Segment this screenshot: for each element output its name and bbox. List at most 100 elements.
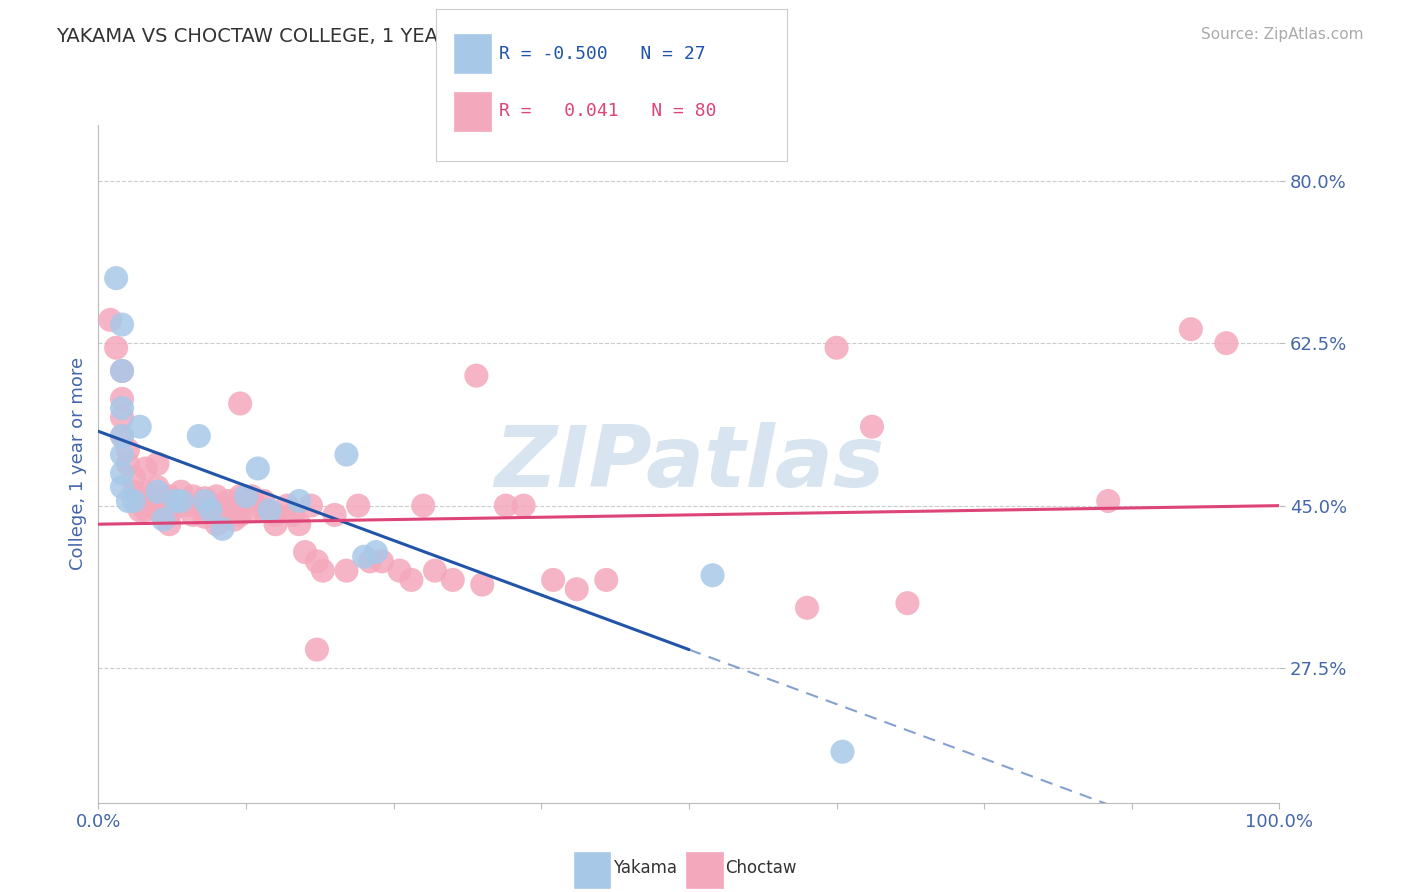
- Point: [423, 564, 446, 578]
- Point: [111, 410, 134, 425]
- Point: [353, 549, 375, 564]
- Point: [211, 522, 233, 536]
- Point: [240, 503, 263, 517]
- Point: [194, 491, 217, 506]
- Point: [224, 512, 246, 526]
- Text: Choctaw: Choctaw: [725, 859, 797, 877]
- Point: [135, 503, 157, 517]
- Point: [105, 271, 128, 285]
- Point: [181, 508, 204, 522]
- Point: [288, 494, 311, 508]
- Text: Yakama: Yakama: [613, 859, 678, 877]
- Point: [194, 494, 217, 508]
- Point: [200, 503, 222, 517]
- Point: [111, 448, 134, 462]
- Point: [441, 573, 464, 587]
- Point: [146, 484, 169, 499]
- Point: [111, 429, 134, 443]
- Point: [253, 503, 276, 517]
- Point: [541, 573, 564, 587]
- Point: [388, 564, 411, 578]
- Point: [471, 577, 494, 591]
- Point: [288, 517, 311, 532]
- Point: [170, 484, 193, 499]
- Point: [170, 499, 193, 513]
- Point: [205, 499, 228, 513]
- Point: [117, 457, 139, 471]
- Point: [194, 509, 217, 524]
- Point: [702, 568, 724, 582]
- Point: [157, 517, 180, 532]
- Point: [831, 745, 853, 759]
- Point: [896, 596, 918, 610]
- Point: [181, 489, 204, 503]
- Point: [146, 503, 169, 517]
- Text: YAKAMA VS CHOCTAW COLLEGE, 1 YEAR OR MORE CORRELATION CHART: YAKAMA VS CHOCTAW COLLEGE, 1 YEAR OR MOR…: [56, 27, 768, 45]
- Point: [371, 554, 394, 568]
- Point: [135, 461, 157, 475]
- Point: [117, 494, 139, 508]
- Point: [229, 508, 252, 522]
- Point: [157, 489, 180, 503]
- Point: [146, 494, 169, 508]
- Point: [152, 512, 174, 526]
- Point: [194, 500, 217, 515]
- Point: [347, 499, 370, 513]
- Point: [235, 489, 257, 503]
- Point: [825, 341, 848, 355]
- Point: [565, 582, 588, 597]
- Point: [111, 392, 134, 406]
- Point: [1180, 322, 1202, 336]
- Point: [796, 600, 818, 615]
- Point: [229, 396, 252, 410]
- Point: [157, 499, 180, 513]
- Point: [205, 508, 228, 522]
- Point: [229, 499, 252, 513]
- Point: [165, 494, 187, 508]
- Point: [146, 457, 169, 471]
- Point: [217, 494, 239, 508]
- Point: [157, 508, 180, 522]
- Point: [117, 442, 139, 457]
- Point: [294, 545, 316, 559]
- Point: [401, 573, 423, 587]
- Point: [283, 508, 305, 522]
- Point: [122, 484, 145, 499]
- Point: [111, 364, 134, 378]
- Point: [264, 517, 287, 532]
- Point: [181, 499, 204, 513]
- Point: [312, 564, 335, 578]
- Text: ZIPatlas: ZIPatlas: [494, 422, 884, 506]
- Point: [217, 503, 239, 517]
- Point: [122, 494, 145, 508]
- Y-axis label: College, 1 year or more: College, 1 year or more: [69, 358, 87, 570]
- Point: [495, 499, 517, 513]
- Point: [335, 448, 357, 462]
- Point: [335, 564, 357, 578]
- Point: [860, 419, 883, 434]
- Point: [111, 480, 134, 494]
- Point: [512, 499, 534, 513]
- Point: [105, 341, 128, 355]
- Point: [240, 489, 263, 503]
- Point: [135, 494, 157, 508]
- Point: [364, 545, 387, 559]
- Text: Source: ZipAtlas.com: Source: ZipAtlas.com: [1201, 27, 1364, 42]
- Point: [205, 517, 228, 532]
- Point: [259, 503, 281, 517]
- Point: [111, 364, 134, 378]
- Point: [135, 484, 157, 499]
- Point: [1215, 336, 1237, 351]
- Point: [146, 480, 169, 494]
- Point: [170, 494, 193, 508]
- Point: [128, 494, 150, 508]
- Point: [205, 489, 228, 503]
- Point: [111, 429, 134, 443]
- Point: [412, 499, 434, 513]
- Point: [246, 461, 269, 475]
- Point: [276, 499, 298, 513]
- Point: [595, 573, 617, 587]
- Text: R = -0.500   N = 27: R = -0.500 N = 27: [499, 45, 706, 62]
- Point: [111, 466, 134, 480]
- Point: [111, 401, 134, 416]
